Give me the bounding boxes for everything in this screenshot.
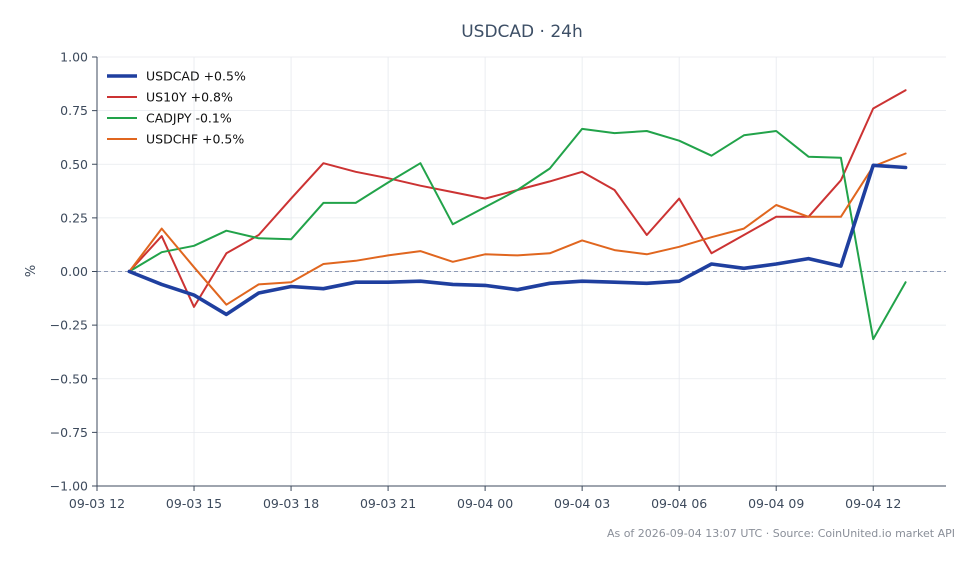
series-lines <box>127 89 908 341</box>
y-tick-label: 0.50 <box>60 157 88 172</box>
x-tick-label: 09-03 21 <box>360 496 416 511</box>
legend-label: CADJPY -0.1% <box>146 111 232 126</box>
y-tick-label: 0.25 <box>60 210 88 225</box>
legend-label: USDCAD +0.5% <box>146 69 246 84</box>
y-axis-label: % <box>24 265 39 277</box>
legend-label: USDCHF +0.5% <box>146 132 244 147</box>
chart-title: USDCAD · 24h <box>461 22 583 42</box>
y-axis-ticks: 1.00 0.75 0.50 0.25 0.00 −0.25 −0.50 −0.75 −1.00 <box>50 50 97 494</box>
legend: USDCAD +0.5% US10Y +0.8% CADJPY -0.1% USDCH… <box>107 69 246 147</box>
series-line-4 <box>128 152 907 306</box>
x-tick-label: 09-04 03 <box>554 496 610 511</box>
series-line-1 <box>127 163 908 317</box>
series-line-3 <box>128 127 907 341</box>
y-tick-label: −1.00 <box>50 479 88 494</box>
x-tick-label: 09-04 00 <box>457 496 513 511</box>
legend-label: US10Y +0.8% <box>146 90 233 105</box>
y-tick-label: 0.00 <box>60 264 88 279</box>
y-tick-label: −0.50 <box>50 371 88 386</box>
y-tick-label: −0.75 <box>50 425 88 440</box>
x-axis-ticks: 09-03 12 09-03 15 09-03 18 09-03 21 09-04 00… <box>69 486 901 511</box>
x-tick-label: 09-04 12 <box>845 496 901 511</box>
series-line-2 <box>128 89 907 308</box>
x-tick-label: 09-04 09 <box>748 496 804 511</box>
x-tick-label: 09-03 12 <box>69 496 125 511</box>
source-footer: As of 2026-09-04 13:07 UTC · Source: Coi… <box>607 527 955 540</box>
y-tick-label: −0.25 <box>50 318 88 333</box>
x-tick-label: 09-04 06 <box>651 496 707 511</box>
y-tick-label: 1.00 <box>60 50 88 65</box>
x-tick-label: 09-03 18 <box>263 496 319 511</box>
x-tick-label: 09-03 15 <box>166 496 222 511</box>
y-tick-label: 0.75 <box>60 103 88 118</box>
